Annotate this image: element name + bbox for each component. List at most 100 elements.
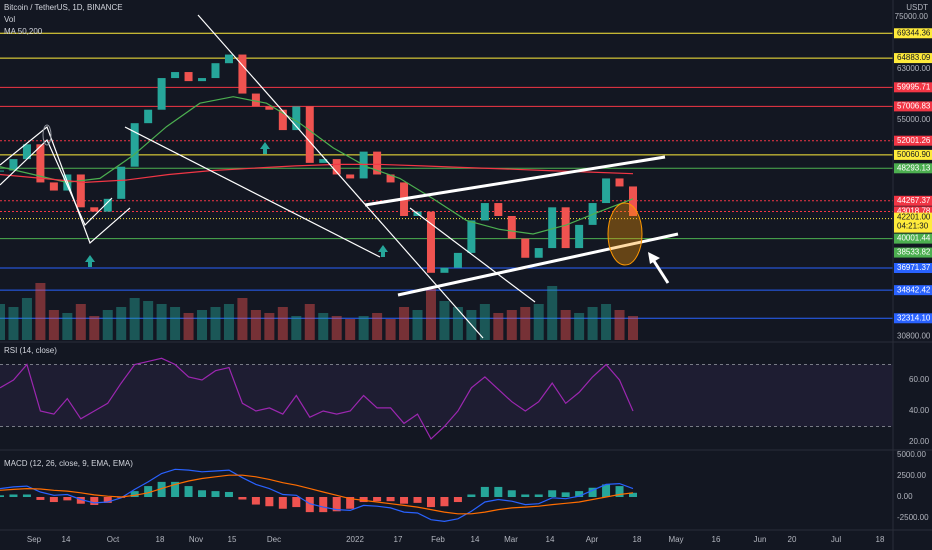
macd-histogram xyxy=(251,497,260,505)
price-tag xyxy=(894,149,932,160)
candle xyxy=(467,220,476,253)
candle xyxy=(426,211,435,273)
candle xyxy=(386,174,395,183)
price-tag xyxy=(894,313,932,324)
candle xyxy=(0,170,4,172)
volume-bar xyxy=(250,310,261,340)
rsi-line xyxy=(0,357,634,440)
price-tag xyxy=(894,263,932,274)
price-tag xyxy=(894,233,932,244)
macd-tick: 0.00 xyxy=(897,492,913,501)
volume-bar xyxy=(614,310,625,340)
candle xyxy=(103,198,112,212)
macd-histogram xyxy=(319,497,328,513)
ma-label: MA 50,200 xyxy=(4,27,43,36)
volume-bar xyxy=(331,316,342,340)
candle xyxy=(76,174,85,208)
macd-histogram xyxy=(278,497,287,509)
macd-histogram xyxy=(63,497,72,501)
candle xyxy=(278,109,287,131)
channel-top xyxy=(364,155,666,207)
volume-bar xyxy=(129,298,140,340)
volume-bar xyxy=(0,304,5,340)
macd-histogram xyxy=(103,497,112,503)
price-label: 34842.42 xyxy=(897,285,931,294)
highlight xyxy=(607,202,643,266)
date-label: 18 xyxy=(876,535,885,544)
macd-histogram xyxy=(440,497,449,507)
top-price: 75000.00 xyxy=(895,12,929,21)
currency: USDT xyxy=(906,3,928,12)
signal-line xyxy=(0,474,634,515)
candle xyxy=(534,248,543,258)
macd-histogram xyxy=(561,492,570,497)
price-label: 63000.00 xyxy=(897,64,931,73)
date-label: 14 xyxy=(471,535,480,544)
candle xyxy=(305,106,314,163)
macd-histogram xyxy=(373,497,382,502)
candle xyxy=(117,166,126,199)
price-tag xyxy=(894,28,932,39)
current-price: 42201.00 xyxy=(897,213,931,222)
indicators xyxy=(0,96,637,523)
macd-line xyxy=(0,468,634,523)
trendline xyxy=(409,207,536,303)
macd-histogram xyxy=(400,497,409,504)
date-label: 14 xyxy=(62,535,71,544)
candle xyxy=(184,72,193,82)
current-tag xyxy=(894,212,932,233)
candle xyxy=(332,159,341,175)
zigzag xyxy=(0,138,113,227)
highlight xyxy=(42,124,52,146)
volume-bar xyxy=(277,307,288,340)
volume-bar xyxy=(439,301,450,340)
macd-histogram xyxy=(480,486,489,497)
price-label: 57006.83 xyxy=(897,101,931,110)
rsi-band xyxy=(0,364,893,427)
drawings xyxy=(0,14,679,339)
candle xyxy=(615,178,624,187)
candle xyxy=(211,63,220,79)
price-tag xyxy=(894,285,932,296)
price-label: 30800.00 xyxy=(897,331,931,340)
candle xyxy=(171,72,180,79)
price-label: 64883.09 xyxy=(897,53,931,62)
volume-bar xyxy=(601,304,612,340)
price-tag xyxy=(894,163,932,174)
date-label: Oct xyxy=(107,535,120,544)
volume-bar xyxy=(479,304,490,340)
macd-histogram xyxy=(144,486,153,497)
macd-histogram xyxy=(224,491,233,497)
volume-bar xyxy=(62,313,73,340)
vol-label: Vol xyxy=(4,15,15,24)
ma50-line xyxy=(0,96,634,235)
volume-bar xyxy=(48,310,59,340)
volume-bar xyxy=(156,304,167,340)
countdown: 04:21:30 xyxy=(897,222,929,231)
price-label: 32314.10 xyxy=(897,313,931,322)
macd-histogram xyxy=(453,497,462,503)
candle xyxy=(480,203,489,221)
candle xyxy=(346,174,355,179)
date-label: 16 xyxy=(712,535,721,544)
grid xyxy=(0,364,893,427)
price-label: 69344.36 xyxy=(897,28,931,37)
date-label: May xyxy=(668,535,683,544)
volume-bar xyxy=(520,307,531,340)
macd-histogram xyxy=(0,495,4,497)
volume-bar xyxy=(358,316,369,340)
macd-histogram xyxy=(9,494,18,497)
date-label: Dec xyxy=(267,535,281,544)
volume-bar xyxy=(35,283,46,340)
volume-bar xyxy=(143,301,154,340)
volume-bar xyxy=(264,313,275,340)
price-tag xyxy=(894,53,932,64)
date-label: Jun xyxy=(754,535,767,544)
arrow xyxy=(650,257,670,284)
price-label: 36971.37 xyxy=(897,263,931,272)
rsi-label: RSI (14, close) xyxy=(4,346,57,355)
volume-bar xyxy=(21,298,32,340)
date-label: 17 xyxy=(394,535,403,544)
